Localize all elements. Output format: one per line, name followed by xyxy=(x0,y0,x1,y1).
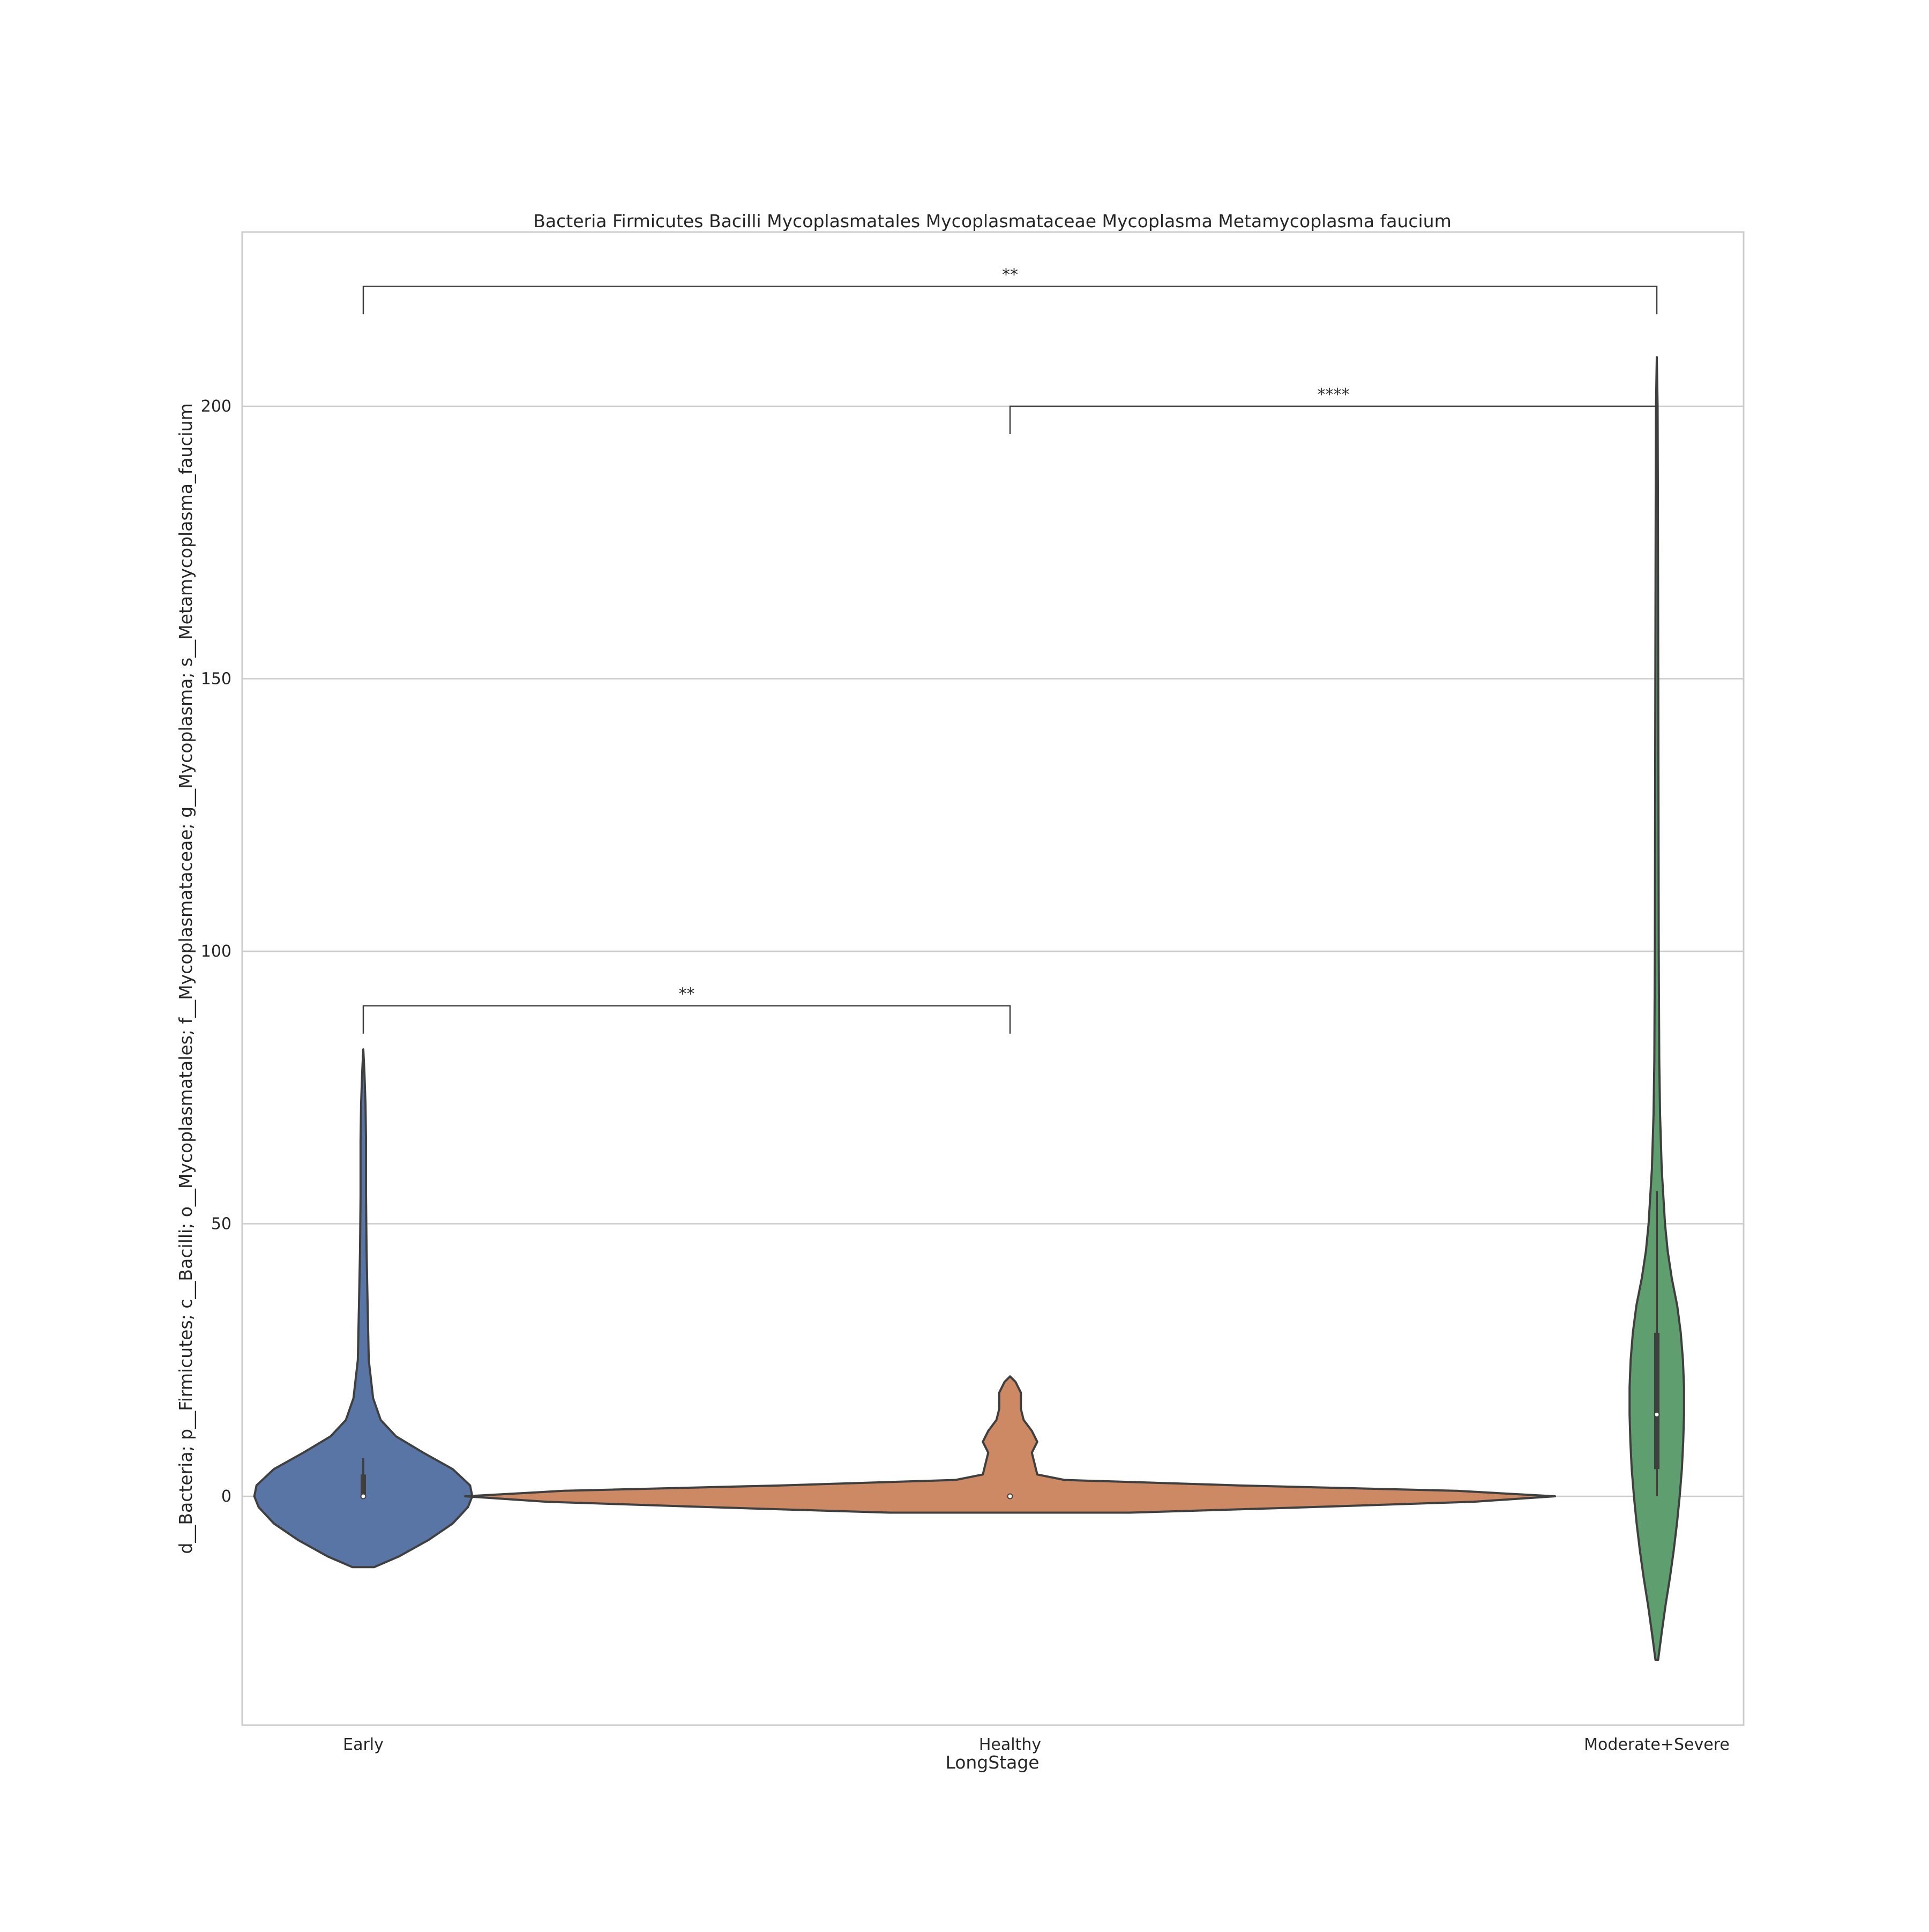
x-axis-label: LongStage xyxy=(945,1752,1039,1773)
y-tick-label: 200 xyxy=(201,397,231,416)
x-tick-label: Early xyxy=(343,1735,384,1754)
y-tick-label: 0 xyxy=(221,1487,231,1506)
violin-body xyxy=(253,1048,474,1569)
violin-iqr-box xyxy=(361,1474,366,1496)
y-tick-label: 50 xyxy=(211,1215,231,1234)
significance-bracket xyxy=(362,286,1658,315)
axis-ticks: 0 50 100 150 200 Early Healthy Moderate+Severe xyxy=(201,397,1730,1754)
significance-label: ** xyxy=(679,985,695,1004)
violin-body xyxy=(464,1375,1556,1514)
significance-label: **** xyxy=(1318,385,1350,404)
violins xyxy=(253,356,1685,1661)
significance-bracket xyxy=(362,1005,1011,1034)
gridlines xyxy=(242,405,1744,1497)
violin-median-point xyxy=(1654,1411,1660,1418)
significance-bracket xyxy=(1009,405,1658,434)
violin-iqr-box xyxy=(1654,1332,1659,1469)
x-tick-label: Healthy xyxy=(979,1735,1041,1754)
significance-label: ** xyxy=(1002,265,1018,284)
violin-median-point xyxy=(360,1493,367,1500)
significance-annotations: ******** xyxy=(362,265,1658,1034)
violin-body xyxy=(1628,356,1685,1661)
y-tick-label: 100 xyxy=(201,942,231,961)
violin-median-point xyxy=(1007,1493,1013,1500)
y-tick-label: 150 xyxy=(201,670,231,689)
chart-title: Bacteria Firmicutes Bacilli Mycoplasmata… xyxy=(533,211,1452,232)
y-axis-label: d__Bacteria; p__Firmicutes; c__Bacilli; … xyxy=(175,403,196,1554)
plot-frame xyxy=(241,231,1745,1726)
x-tick-label: Moderate+Severe xyxy=(1584,1735,1730,1754)
